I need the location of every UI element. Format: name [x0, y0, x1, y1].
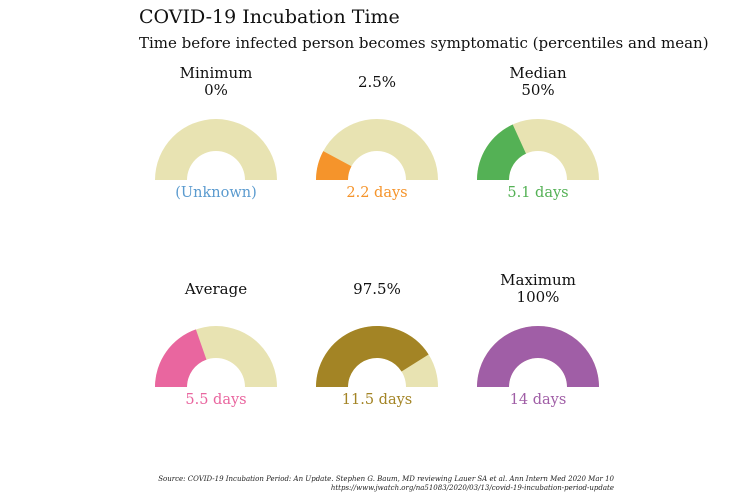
gauge-value-arc: [477, 326, 599, 387]
source-line-1: Source: COVID-19 Incubation Period: An U…: [158, 475, 614, 483]
gauge: Average 5.5 days: [155, 280, 277, 408]
source-line-2: https://www.jwatch.org/na51083/2020/03/1…: [331, 484, 614, 492]
gauge-label: 100%: [517, 288, 560, 306]
gauge: 97.5% 11.5 days: [316, 280, 438, 408]
gauge: 2.5% 2.2 days: [316, 73, 438, 201]
gauge-label: 2.5%: [358, 73, 396, 91]
gauge-value-arc: [155, 329, 207, 387]
gauge-label: 97.5%: [353, 280, 401, 298]
chart-subtitle: Time before infected person becomes symp…: [139, 34, 709, 52]
gauge-value-label: (Unknown): [175, 185, 256, 201]
gauge-label: 0%: [204, 81, 228, 99]
gauge-label: Minimum: [180, 64, 253, 82]
gauge-value-label: 5.1 days: [507, 185, 568, 201]
chart-title: COVID-19 Incubation Time: [139, 6, 400, 28]
gauge-label: Average: [184, 280, 247, 298]
gauge-label: Maximum: [500, 271, 576, 289]
gauge-label: Median: [509, 64, 567, 82]
gauge-value-arc: [477, 124, 526, 180]
gauge-value-label: 5.5 days: [185, 392, 246, 408]
gauge-value-label: 11.5 days: [342, 392, 412, 408]
gauge-value-label: 14 days: [510, 392, 567, 408]
gauge-track: [155, 119, 277, 180]
gauge-value-label: 2.2 days: [346, 185, 407, 201]
gauge-value-arc: [316, 325, 429, 387]
gauge-value-arc: [316, 151, 352, 180]
gauge-label: 50%: [521, 81, 554, 99]
